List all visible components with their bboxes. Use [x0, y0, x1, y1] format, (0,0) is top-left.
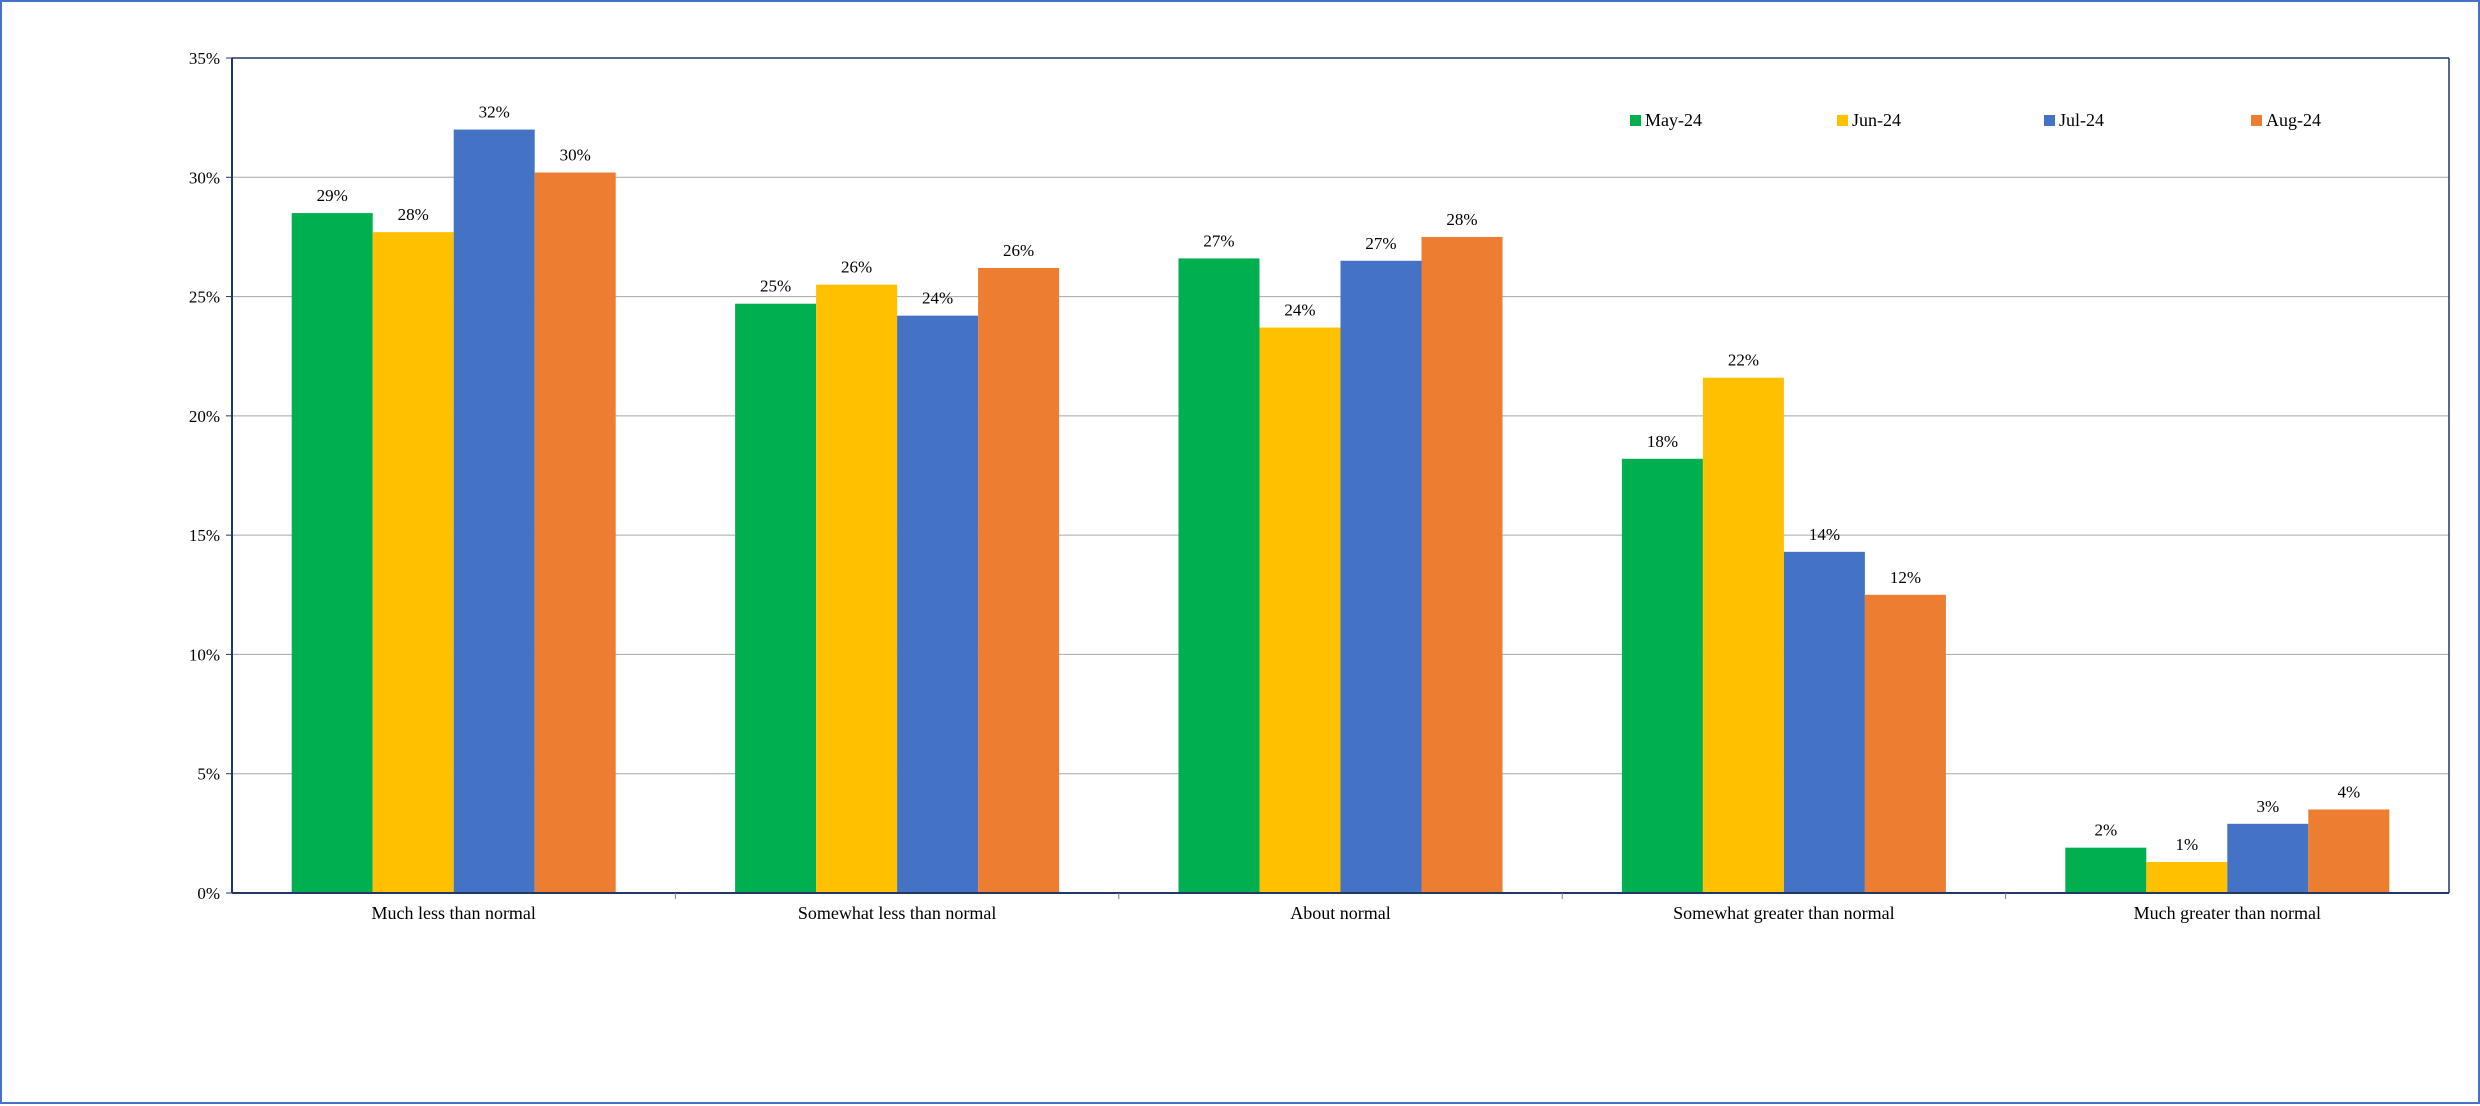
bar-jun-24-4 [2146, 861, 2228, 893]
data-label-jun-24-2: 24% [1284, 301, 1315, 320]
y-tick-label-2: 10% [189, 645, 220, 664]
x-category-label-1: Somewhat less than normal [798, 903, 996, 923]
bar-jun-24-0 [372, 232, 454, 893]
data-label-may-24-3: 18% [1647, 432, 1678, 451]
y-tick-label-0: 0% [197, 884, 220, 903]
legend-swatch-jul-24 [2044, 115, 2055, 126]
data-label-may-24-4: 2% [2094, 821, 2117, 840]
data-label-aug-24-2: 28% [1446, 210, 1477, 229]
bar-jul-24-3 [1783, 551, 1865, 893]
x-category-label-4: Much greater than normal [2134, 903, 2321, 923]
data-label-may-24-0: 29% [317, 186, 348, 205]
data-label-jun-24-1: 26% [841, 258, 872, 277]
bar-may-24-0 [291, 213, 373, 894]
data-label-jun-24-4: 1% [2175, 835, 2198, 854]
bar-may-24-1 [735, 303, 817, 893]
legend-swatch-jun-24 [1837, 115, 1848, 126]
y-tick-label-4: 20% [189, 407, 220, 426]
bar-jul-24-1 [897, 315, 979, 894]
legend-label-aug-24: Aug-24 [2266, 110, 2321, 130]
y-tick-label-3: 15% [189, 526, 220, 545]
legend-label-may-24: May-24 [1645, 110, 1702, 130]
bar-jun-24-3 [1702, 377, 1784, 894]
y-tick-label-5: 25% [189, 288, 220, 307]
bar-jul-24-4 [2227, 823, 2309, 893]
bar-aug-24-0 [534, 172, 616, 893]
legend-label-jul-24: Jul-24 [2059, 110, 2104, 130]
bar-jun-24-2 [1259, 327, 1341, 894]
bar-jul-24-0 [453, 129, 535, 894]
bar-jun-24-1 [816, 284, 898, 894]
legend-swatch-may-24 [1630, 115, 1641, 126]
y-tick-label-7: 35% [189, 49, 220, 68]
x-category-label-0: Much less than normal [371, 903, 535, 923]
bar-aug-24-1 [978, 267, 1060, 893]
bar-may-24-4 [2065, 847, 2147, 893]
bar-aug-24-4 [2308, 809, 2390, 893]
y-tick-label-6: 30% [189, 168, 220, 187]
data-label-jun-24-0: 28% [398, 205, 429, 224]
data-label-jul-24-0: 32% [479, 103, 510, 122]
legend-label-jun-24: Jun-24 [1852, 110, 1901, 130]
x-category-label-2: About normal [1290, 903, 1391, 923]
data-label-aug-24-0: 30% [560, 146, 591, 165]
bar-aug-24-3 [1864, 594, 1946, 893]
data-label-may-24-2: 27% [1203, 231, 1234, 250]
bar-aug-24-2 [1421, 236, 1503, 893]
y-tick-label-1: 5% [197, 765, 220, 784]
data-label-jul-24-2: 27% [1365, 234, 1396, 253]
data-label-jul-24-4: 3% [2256, 797, 2279, 816]
data-label-may-24-1: 25% [760, 277, 791, 296]
x-category-label-3: Somewhat greater than normal [1673, 903, 1894, 923]
bar-may-24-3 [1621, 458, 1703, 893]
data-label-aug-24-4: 4% [2337, 783, 2360, 802]
bar-may-24-2 [1178, 258, 1260, 893]
data-label-aug-24-3: 12% [1890, 568, 1921, 587]
data-label-jul-24-3: 14% [1809, 525, 1840, 544]
bar-jul-24-2 [1340, 260, 1422, 893]
legend-swatch-aug-24 [2251, 115, 2262, 126]
data-label-jun-24-3: 22% [1728, 351, 1759, 370]
data-label-jul-24-1: 24% [922, 289, 953, 308]
data-label-aug-24-1: 26% [1003, 241, 1034, 260]
